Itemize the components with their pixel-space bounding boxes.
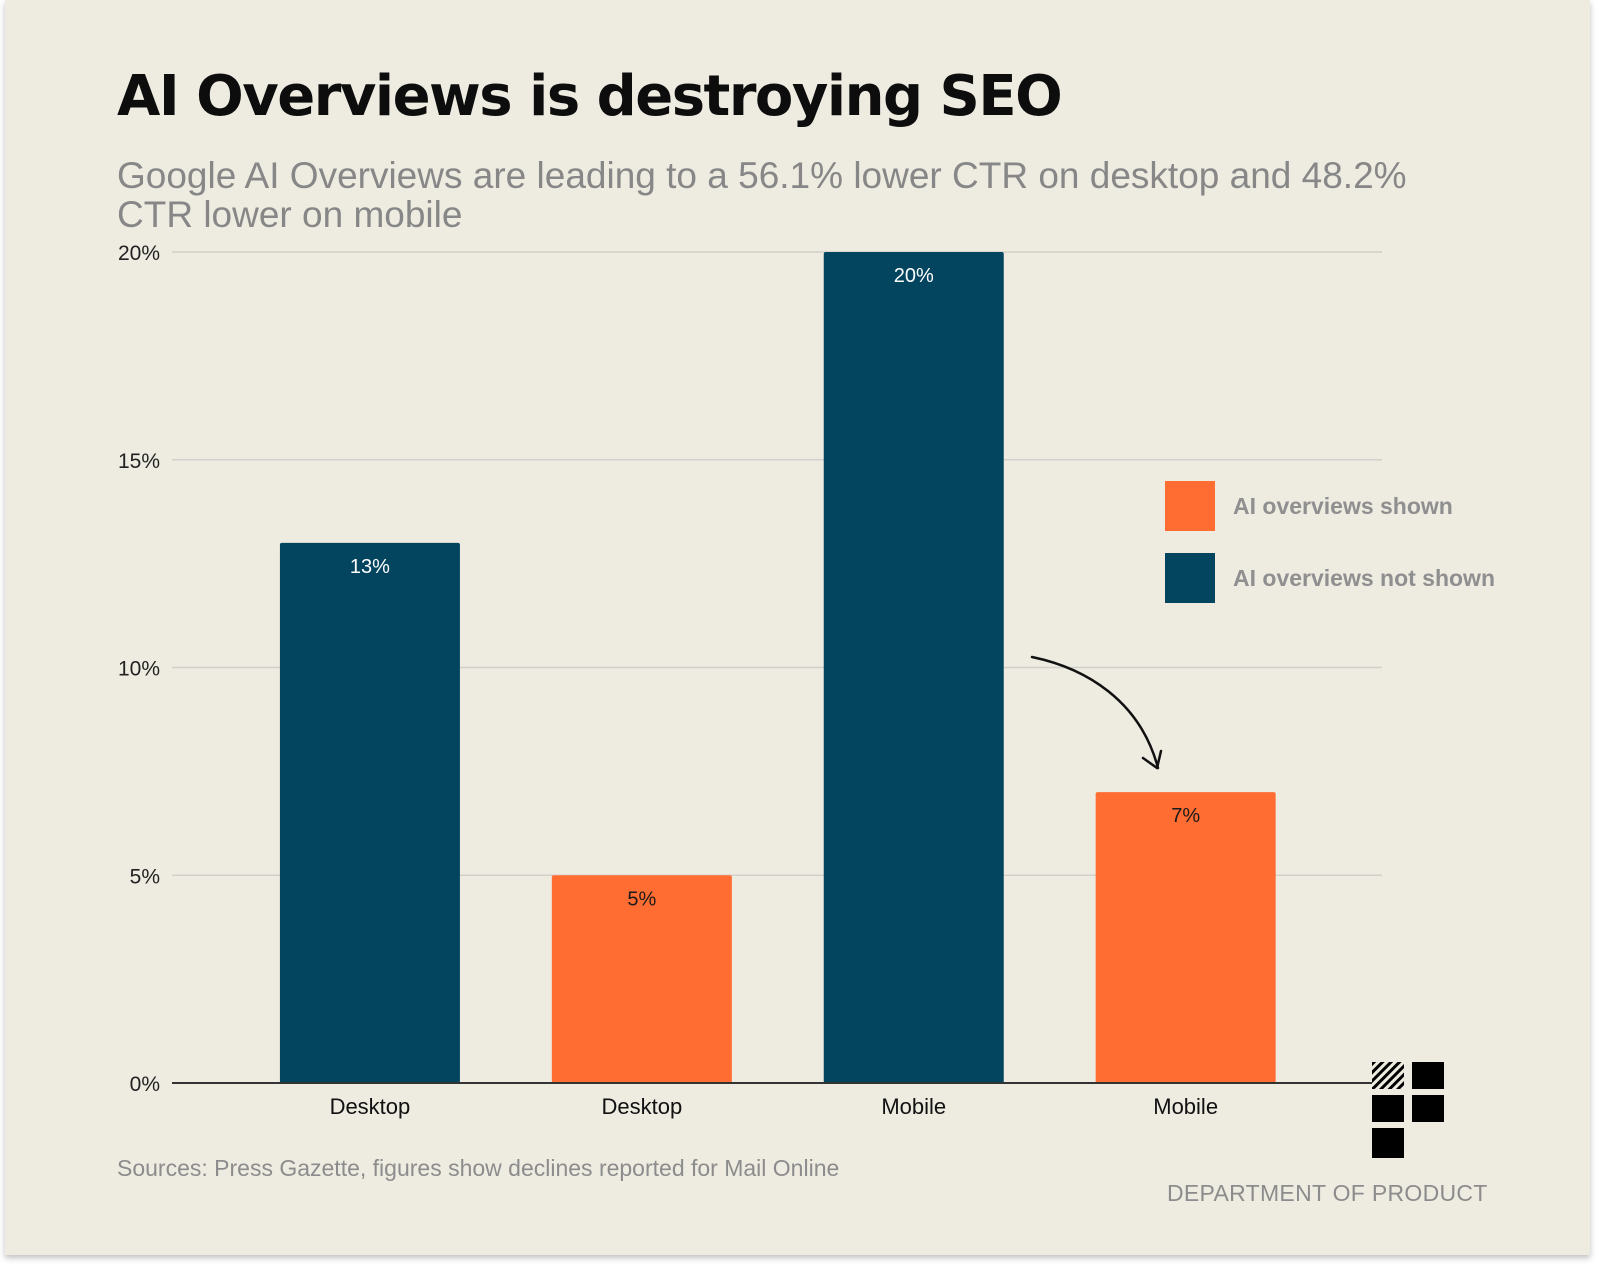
x-tick-label: Desktop [601, 1094, 682, 1119]
data-label: 5% [627, 888, 656, 910]
chart-subtitle: Google AI Overviews are leading to a 56.… [117, 155, 1407, 235]
annotation-arrow-line [1030, 655, 1160, 770]
y-tick-label: 5% [130, 865, 160, 888]
x-tick-label: Desktop [330, 1094, 411, 1119]
department-of-product-logo [1372, 1062, 1444, 1158]
legend-swatch-ai-not-shown [1165, 553, 1215, 603]
bar [551, 875, 732, 1083]
legend-label-ai-shown: AI overviews shown [1233, 492, 1453, 519]
bar [823, 252, 1004, 1083]
data-label: 7% [1171, 805, 1200, 827]
legend-item-ai-shown: AI overviews shown [1165, 480, 1495, 532]
legend: AI overviews shown AI overviews not show… [1165, 480, 1495, 624]
chart-title: AI Overviews is destroying SEO [117, 64, 1063, 129]
data-label: 13% [350, 556, 390, 578]
data-label: 20% [894, 265, 934, 287]
source-note: Sources: Press Gazette, figures show dec… [117, 1155, 840, 1181]
legend-item-ai-not-shown: AI overviews not shown [1165, 552, 1495, 604]
legend-swatch-ai-shown [1165, 481, 1215, 531]
y-tick-label: 20% [118, 242, 160, 265]
y-tick-label: 0% [130, 1073, 160, 1096]
legend-label-ai-not-shown: AI overviews not shown [1233, 564, 1495, 591]
x-tick-label: Mobile [881, 1094, 946, 1119]
y-tick-label: 15% [118, 450, 160, 473]
y-tick-label: 10% [118, 658, 160, 681]
chart-card [5, 0, 1590, 1255]
brand-name: DEPARTMENT OF PRODUCT [1167, 1180, 1488, 1206]
annotation-arrow-head [1141, 749, 1163, 770]
bar [1095, 792, 1276, 1083]
bar [279, 542, 460, 1083]
x-tick-label: Mobile [1153, 1094, 1218, 1119]
